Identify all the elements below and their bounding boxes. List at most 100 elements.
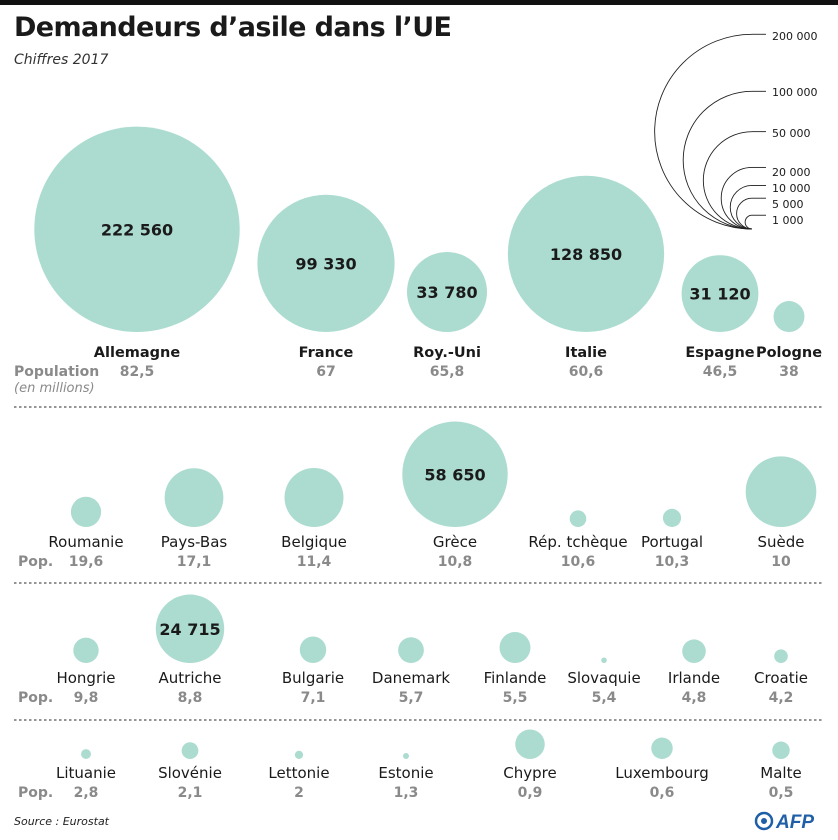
legend-label: 5 000 bbox=[772, 198, 804, 211]
legend-circle bbox=[654, 33, 753, 230]
bubble bbox=[499, 632, 531, 663]
country-name: Grèce bbox=[433, 533, 477, 551]
bubble bbox=[515, 729, 545, 759]
bubble bbox=[772, 741, 790, 759]
population-label: Population bbox=[14, 364, 99, 380]
population-value: 2,8 bbox=[74, 785, 99, 801]
bubble bbox=[73, 637, 99, 663]
country-name: Lituanie bbox=[56, 764, 116, 782]
bubble bbox=[682, 639, 706, 663]
bubble bbox=[402, 752, 410, 759]
bubble-value-label: 99 330 bbox=[295, 254, 356, 273]
country-name: Suède bbox=[757, 533, 804, 551]
bubble bbox=[294, 750, 304, 759]
country-name: Pologne bbox=[756, 345, 822, 361]
population-value: 60,6 bbox=[569, 364, 604, 380]
bubble bbox=[601, 657, 607, 663]
bubble bbox=[284, 468, 344, 527]
population-value: 0,5 bbox=[769, 785, 794, 801]
population-value: 4,8 bbox=[682, 690, 707, 706]
population-value: 65,8 bbox=[430, 364, 465, 380]
country-name: Portugal bbox=[641, 533, 703, 551]
bubble bbox=[164, 468, 224, 527]
bubble bbox=[398, 637, 424, 663]
population-value: 4,2 bbox=[769, 690, 794, 706]
bubble bbox=[34, 126, 240, 332]
bubble-value-label: 24 715 bbox=[159, 620, 220, 639]
country-name: Croatie bbox=[754, 669, 808, 687]
country-name: Pays-Bas bbox=[161, 533, 228, 551]
country-name: Espagne bbox=[685, 345, 754, 361]
legend-label: 50 000 bbox=[772, 127, 811, 140]
population-value: 17,1 bbox=[177, 554, 212, 570]
legend-circle bbox=[744, 214, 753, 230]
country-name: Irlande bbox=[668, 669, 720, 687]
legend-circle bbox=[736, 197, 753, 230]
bubble bbox=[773, 301, 805, 332]
population-value: 46,5 bbox=[703, 364, 738, 380]
afp-logo: AFP bbox=[754, 811, 814, 832]
country-name: Bulgarie bbox=[282, 669, 344, 687]
population-value: 10 bbox=[771, 554, 791, 570]
bubble bbox=[257, 194, 395, 332]
population-value: 1,3 bbox=[394, 785, 419, 801]
country-name: Finlande bbox=[484, 669, 547, 687]
country-name: Allemagne bbox=[94, 345, 181, 361]
population-value: 5,5 bbox=[503, 690, 528, 706]
legend-circle bbox=[729, 185, 753, 230]
legend-label: 1 000 bbox=[772, 214, 804, 227]
bubble bbox=[774, 649, 788, 663]
country-name: Roy.-Uni bbox=[413, 345, 481, 361]
bubble bbox=[569, 510, 587, 527]
bubble bbox=[651, 737, 673, 760]
population-value: 19,6 bbox=[69, 554, 104, 570]
population-value: 38 bbox=[779, 364, 798, 380]
bubble bbox=[402, 421, 508, 527]
country-name: France bbox=[299, 345, 354, 361]
country-name: Chypre bbox=[503, 764, 556, 782]
bubble bbox=[662, 508, 682, 527]
population-value: 10,3 bbox=[655, 554, 690, 570]
legend-label: 200 000 bbox=[772, 30, 818, 43]
population-value: 5,7 bbox=[399, 690, 424, 706]
population-value: 11,4 bbox=[297, 554, 332, 570]
top-rule bbox=[0, 0, 838, 5]
population-short-label: Pop. bbox=[18, 554, 53, 570]
bubble bbox=[70, 496, 102, 527]
bubble bbox=[299, 636, 327, 663]
legend-label: 100 000 bbox=[772, 86, 818, 99]
population-short-label: Pop. bbox=[18, 690, 53, 706]
population-short-label: Pop. bbox=[18, 785, 53, 801]
bubble bbox=[681, 255, 759, 332]
population-value: 10,6 bbox=[561, 554, 596, 570]
population-value: 0,6 bbox=[650, 785, 675, 801]
legend-circle bbox=[682, 90, 753, 230]
legend-circle bbox=[703, 131, 753, 230]
population-unit-label: (en millions) bbox=[14, 381, 95, 396]
bubble-value-label: 128 850 bbox=[550, 245, 622, 264]
country-name: Slovaquie bbox=[567, 669, 640, 687]
country-name: Malte bbox=[760, 764, 801, 782]
bubble-value-label: 31 120 bbox=[689, 285, 750, 304]
country-name: Rép. tchèque bbox=[528, 533, 627, 551]
country-name: Belgique bbox=[281, 533, 347, 551]
bubble bbox=[406, 251, 488, 332]
bubble bbox=[81, 749, 91, 760]
population-value: 2,1 bbox=[178, 785, 203, 801]
bubble bbox=[181, 742, 199, 760]
country-name: Hongrie bbox=[56, 669, 115, 687]
population-value: 9,8 bbox=[74, 690, 99, 706]
bubble bbox=[507, 175, 665, 332]
country-name: Danemark bbox=[372, 669, 450, 687]
source-note: Source : Eurostat bbox=[14, 815, 109, 828]
country-name: Italie bbox=[565, 345, 607, 361]
legend-circle bbox=[720, 166, 753, 230]
bubble-value-label: 222 560 bbox=[101, 220, 173, 239]
country-name: Estonie bbox=[378, 764, 433, 782]
population-value: 7,1 bbox=[301, 690, 326, 706]
country-name: Roumanie bbox=[48, 533, 123, 551]
population-value: 82,5 bbox=[120, 364, 155, 380]
population-value: 10,8 bbox=[438, 554, 473, 570]
country-name: Slovénie bbox=[158, 764, 222, 782]
